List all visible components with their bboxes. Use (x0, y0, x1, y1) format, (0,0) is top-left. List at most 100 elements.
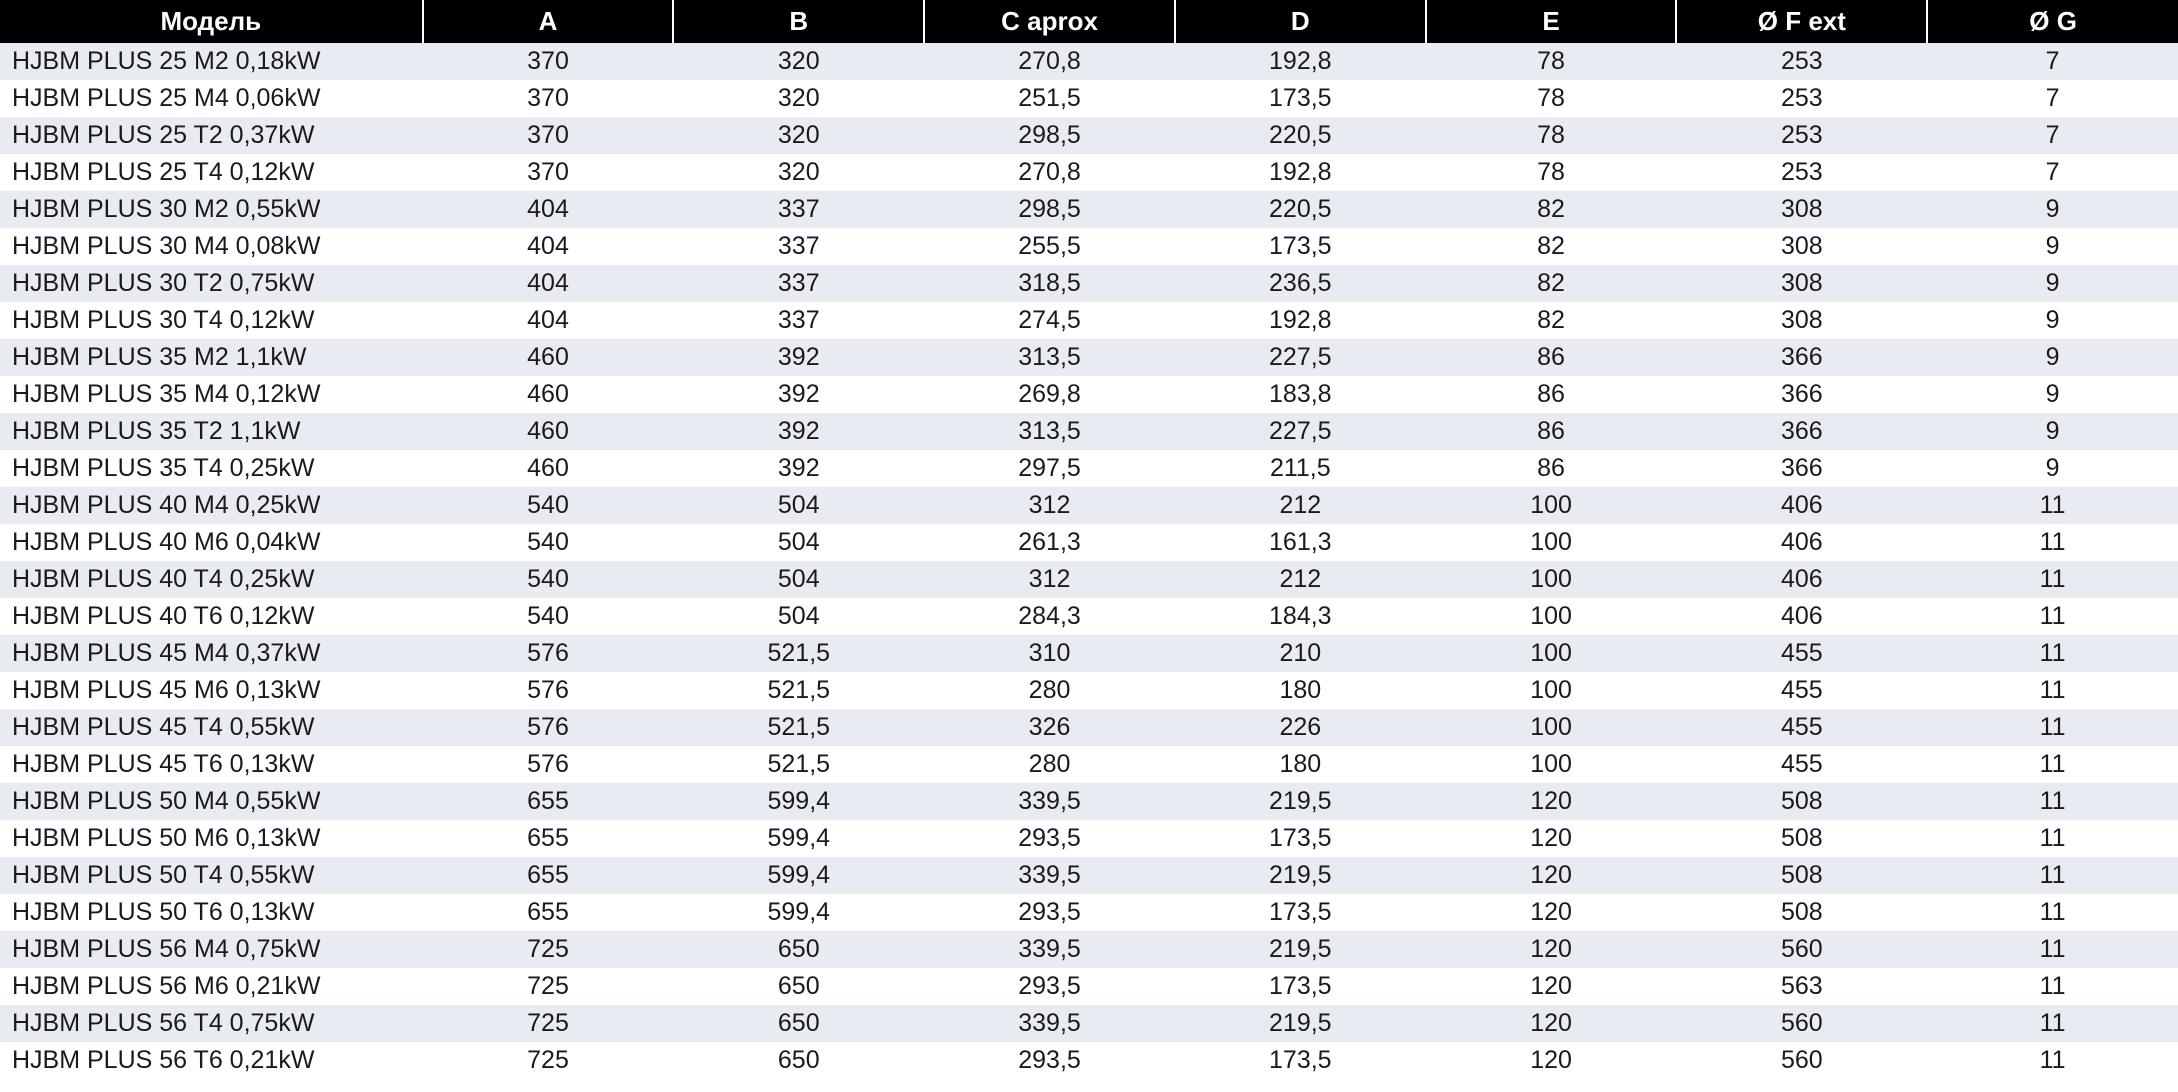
cell-value: 183,8 (1175, 376, 1426, 413)
cell-model: HJBM PLUS 25 M4 0,06kW (0, 80, 423, 117)
cell-value: 11 (1927, 635, 2178, 672)
cell-value: 86 (1426, 376, 1677, 413)
table-row: HJBM PLUS 40 T4 0,25kW540504312212100406… (0, 561, 2178, 598)
cell-model: HJBM PLUS 45 T6 0,13kW (0, 746, 423, 783)
cell-value: 320 (673, 154, 924, 191)
cell-value: 274,5 (924, 302, 1175, 339)
cell-value: 284,3 (924, 598, 1175, 635)
cell-value: 11 (1927, 857, 2178, 894)
cell-model: HJBM PLUS 40 M4 0,25kW (0, 487, 423, 524)
cell-value: 650 (673, 931, 924, 968)
cell-value: 655 (423, 894, 674, 931)
cell-value: 508 (1676, 857, 1927, 894)
cell-value: 455 (1676, 635, 1927, 672)
cell-value: 599,4 (673, 857, 924, 894)
cell-value: 460 (423, 376, 674, 413)
col-header-c: C aprox (924, 0, 1175, 43)
cell-value: 11 (1927, 487, 2178, 524)
cell-value: 11 (1927, 820, 2178, 857)
cell-value: 7 (1927, 117, 2178, 154)
cell-value: 576 (423, 746, 674, 783)
table-row: HJBM PLUS 30 T2 0,75kW404337318,5236,582… (0, 265, 2178, 302)
cell-value: 308 (1676, 191, 1927, 228)
cell-value: 11 (1927, 598, 2178, 635)
table-row: HJBM PLUS 50 T6 0,13kW655599,4293,5173,5… (0, 894, 2178, 931)
cell-value: 173,5 (1175, 228, 1426, 265)
cell-model: HJBM PLUS 50 T4 0,55kW (0, 857, 423, 894)
cell-value: 312 (924, 487, 1175, 524)
cell-value: 100 (1426, 709, 1677, 746)
cell-value: 192,8 (1175, 302, 1426, 339)
cell-model: HJBM PLUS 56 T4 0,75kW (0, 1005, 423, 1042)
cell-model: HJBM PLUS 35 T2 1,1kW (0, 413, 423, 450)
cell-value: 192,8 (1175, 43, 1426, 80)
cell-value: 326 (924, 709, 1175, 746)
table-row: HJBM PLUS 40 M6 0,04kW540504261,3161,310… (0, 524, 2178, 561)
table-row: HJBM PLUS 30 T4 0,12kW404337274,5192,882… (0, 302, 2178, 339)
cell-value: 78 (1426, 80, 1677, 117)
cell-value: 269,8 (924, 376, 1175, 413)
cell-value: 339,5 (924, 783, 1175, 820)
cell-value: 339,5 (924, 931, 1175, 968)
cell-value: 560 (1676, 1005, 1927, 1042)
cell-value: 308 (1676, 265, 1927, 302)
cell-value: 9 (1927, 413, 2178, 450)
cell-value: 11 (1927, 672, 2178, 709)
cell-model: HJBM PLUS 56 M6 0,21kW (0, 968, 423, 1005)
cell-value: 650 (673, 1042, 924, 1079)
cell-value: 504 (673, 524, 924, 561)
cell-value: 406 (1676, 598, 1927, 635)
cell-value: 9 (1927, 450, 2178, 487)
cell-value: 236,5 (1175, 265, 1426, 302)
cell-value: 293,5 (924, 1042, 1175, 1079)
cell-value: 576 (423, 635, 674, 672)
cell-model: HJBM PLUS 56 T6 0,21kW (0, 1042, 423, 1079)
cell-value: 120 (1426, 820, 1677, 857)
cell-value: 82 (1426, 228, 1677, 265)
cell-value: 508 (1676, 820, 1927, 857)
cell-model: HJBM PLUS 30 M2 0,55kW (0, 191, 423, 228)
col-header-f: Ø F ext (1676, 0, 1927, 43)
cell-value: 280 (924, 746, 1175, 783)
cell-value: 504 (673, 598, 924, 635)
cell-value: 82 (1426, 191, 1677, 228)
cell-value: 11 (1927, 968, 2178, 1005)
cell-value: 9 (1927, 265, 2178, 302)
cell-value: 392 (673, 376, 924, 413)
cell-value: 270,8 (924, 43, 1175, 80)
cell-value: 455 (1676, 709, 1927, 746)
cell-value: 270,8 (924, 154, 1175, 191)
cell-value: 11 (1927, 524, 2178, 561)
cell-value: 366 (1676, 413, 1927, 450)
cell-value: 253 (1676, 154, 1927, 191)
col-header-d: D (1175, 0, 1426, 43)
table-row: HJBM PLUS 25 T4 0,12kW370320270,8192,878… (0, 154, 2178, 191)
cell-value: 404 (423, 302, 674, 339)
cell-value: 370 (423, 43, 674, 80)
cell-value: 173,5 (1175, 968, 1426, 1005)
cell-value: 11 (1927, 783, 2178, 820)
cell-value: 366 (1676, 450, 1927, 487)
cell-value: 508 (1676, 894, 1927, 931)
cell-value: 337 (673, 265, 924, 302)
table-row: HJBM PLUS 50 M6 0,13kW655599,4293,5173,5… (0, 820, 2178, 857)
cell-value: 455 (1676, 746, 1927, 783)
cell-value: 655 (423, 783, 674, 820)
cell-model: HJBM PLUS 50 T6 0,13kW (0, 894, 423, 931)
cell-value: 576 (423, 672, 674, 709)
table-body: HJBM PLUS 25 M2 0,18kW370320270,8192,878… (0, 43, 2178, 1079)
cell-value: 599,4 (673, 783, 924, 820)
cell-model: HJBM PLUS 35 M2 1,1kW (0, 339, 423, 376)
cell-value: 725 (423, 968, 674, 1005)
cell-value: 293,5 (924, 820, 1175, 857)
cell-value: 227,5 (1175, 339, 1426, 376)
table-row: HJBM PLUS 35 T2 1,1kW460392313,5227,5863… (0, 413, 2178, 450)
cell-model: HJBM PLUS 30 T2 0,75kW (0, 265, 423, 302)
cell-value: 504 (673, 487, 924, 524)
cell-value: 406 (1676, 561, 1927, 598)
cell-value: 337 (673, 302, 924, 339)
cell-model: HJBM PLUS 50 M4 0,55kW (0, 783, 423, 820)
cell-value: 650 (673, 968, 924, 1005)
table-row: HJBM PLUS 25 M4 0,06kW370320251,5173,578… (0, 80, 2178, 117)
cell-value: 460 (423, 450, 674, 487)
